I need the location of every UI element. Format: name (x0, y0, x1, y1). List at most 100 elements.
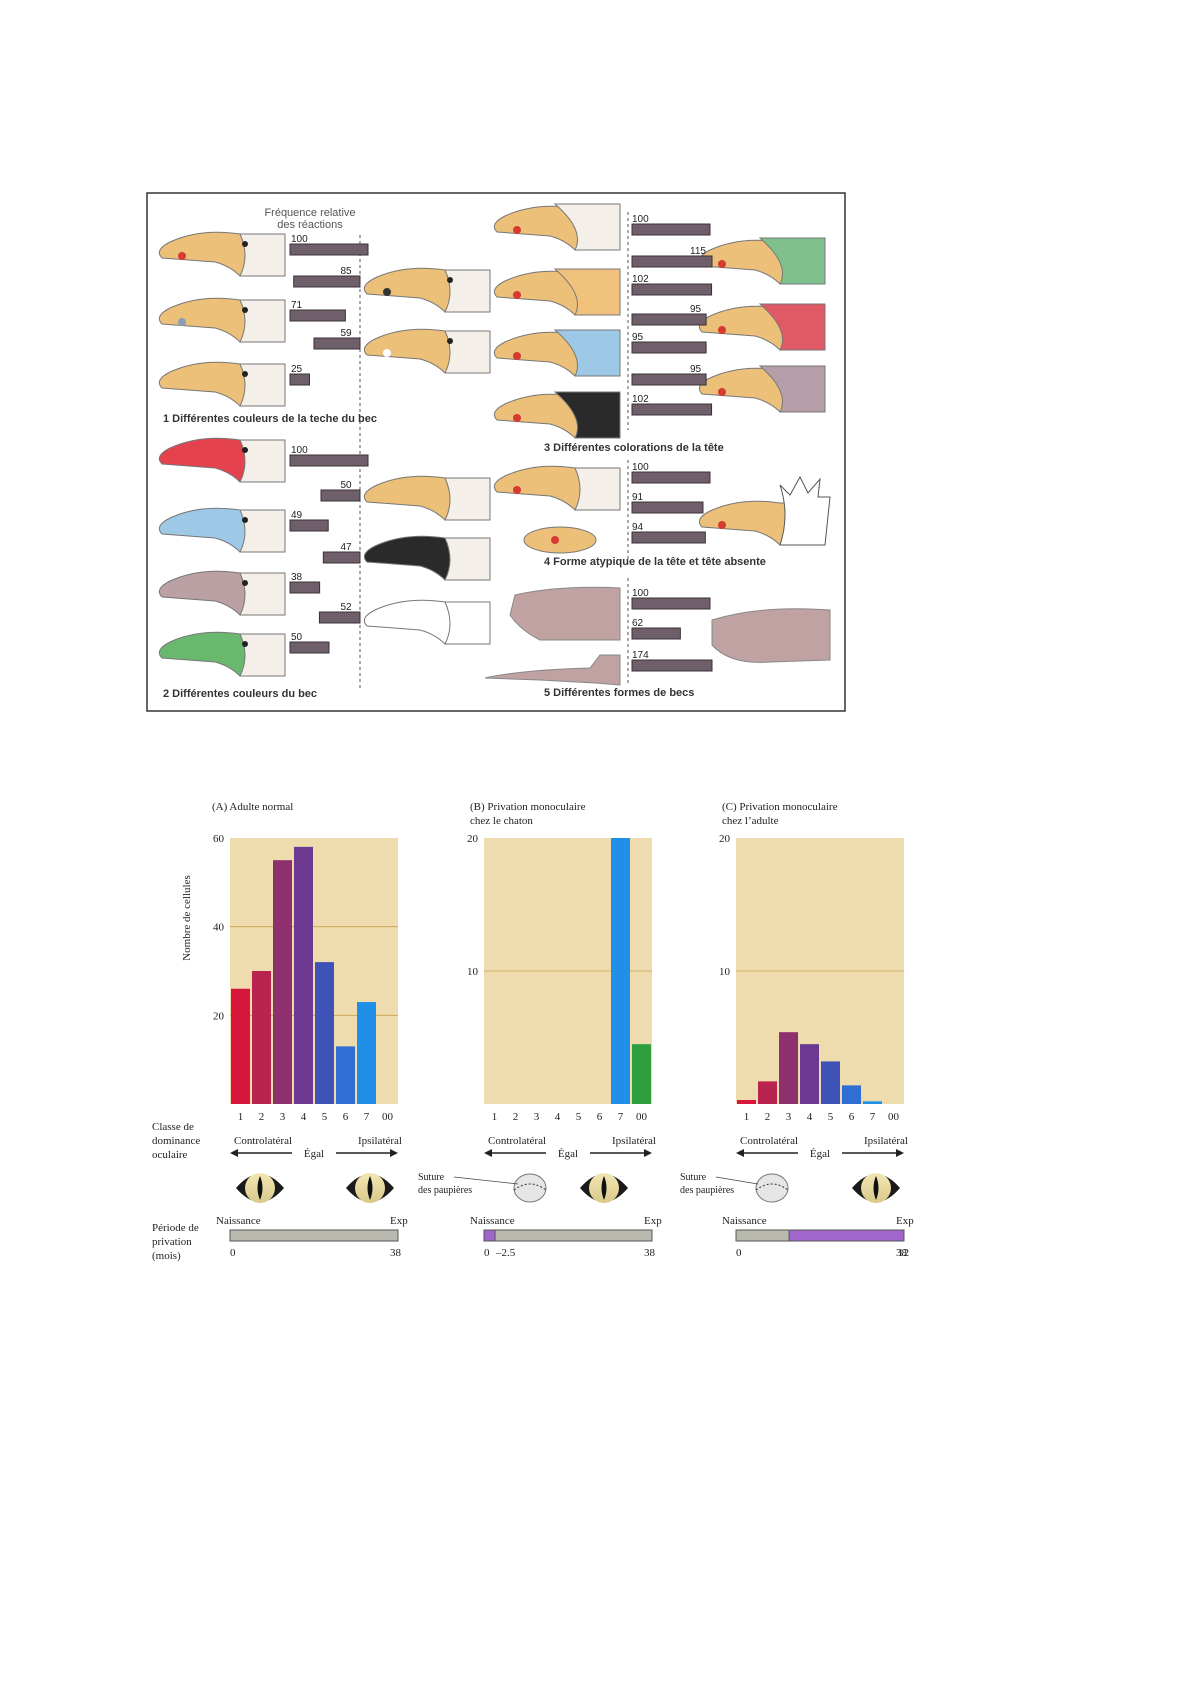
bar (842, 1085, 861, 1104)
row-labels: Classe de dominance oculaire Période de … (152, 1121, 200, 1262)
deprivation-period (788, 1229, 905, 1242)
open-eye-icon (580, 1173, 628, 1203)
y-tick-label: 60 (213, 833, 225, 845)
x-tick-label: 1 (744, 1111, 750, 1123)
x-tick-label: 4 (555, 1111, 561, 1123)
frequency-value: 25 (291, 364, 303, 375)
bar (758, 1081, 777, 1104)
left-arrowhead (484, 1149, 492, 1157)
period-label-line1: Période de (152, 1222, 199, 1234)
x-tick-label: 2 (259, 1111, 265, 1123)
frequency-bar (631, 659, 713, 672)
suture-label-line1: Suture (680, 1172, 707, 1183)
figure1-bars: 100 85 71 59 25 100 50 49 47 38 52 50 100 115 102 95 95 9… (289, 214, 713, 672)
timeline-bar (229, 1229, 399, 1242)
x-tick-label: 6 (343, 1111, 349, 1123)
frequency-value: 100 (632, 588, 649, 599)
frequency-value: 115 (690, 246, 706, 257)
bar (800, 1044, 819, 1104)
y-tick-label: 10 (719, 966, 731, 978)
frequency-bar (631, 313, 707, 326)
panel1-heads (158, 231, 491, 407)
ipsilateral-label: Ipsilatéral (864, 1135, 908, 1147)
x-tick-label: 6 (597, 1111, 603, 1123)
frequency-value: 71 (291, 300, 303, 311)
x-tick-label: 7 (870, 1111, 876, 1123)
panel4-heads (493, 465, 831, 554)
timeline-start-label: Naissance (470, 1215, 515, 1227)
panel2-caption: 2 Différentes couleurs du bec (163, 688, 317, 700)
timeline-end-label: Exp (896, 1215, 914, 1227)
y-axis-title: Nombre de cellules (181, 875, 193, 961)
right-arrowhead (896, 1149, 904, 1157)
x-tick-label: 6 (849, 1111, 855, 1123)
timeline-start-value: 0 (484, 1247, 490, 1259)
frequency-bar (318, 611, 361, 624)
frequency-value: 94 (632, 522, 644, 533)
panel3-caption: 3 Différentes colorations de la tête (544, 442, 724, 454)
bar (821, 1061, 840, 1104)
frequency-value: 49 (291, 510, 303, 521)
y-tick-label: 20 (213, 1010, 225, 1022)
dominance-label-line3: oculaire (152, 1149, 188, 1161)
frequency-bar (289, 581, 321, 594)
frequency-bar (631, 373, 707, 386)
timeline-mid-value: –2.5 (495, 1247, 516, 1259)
bar (863, 1101, 882, 1104)
frequency-value: 52 (340, 602, 352, 613)
panel5-caption: 5 Différentes formes de becs (544, 687, 694, 699)
frequency-bar (313, 337, 361, 350)
panel4-caption: 4 Forme atypique de la tête et tête abse… (544, 556, 766, 568)
frequency-bar (631, 597, 711, 610)
panel3-heads (493, 203, 826, 439)
open-eye-icon (346, 1173, 394, 1203)
equal-label: Égal (558, 1148, 578, 1160)
frequency-value: 85 (340, 266, 352, 277)
panel2-heads (158, 437, 491, 677)
x-tick-label: 5 (576, 1111, 582, 1123)
x-tick-label: 1 (492, 1111, 498, 1123)
frequency-bar (631, 501, 704, 514)
bar (632, 1044, 651, 1104)
period-label-line3: (mois) (152, 1250, 181, 1262)
y-tick-label: 10 (467, 966, 479, 978)
panel-b: (B) Privation monoculaire chez le chaton 1… (418, 801, 662, 1259)
equal-label: Égal (304, 1148, 324, 1160)
frequency-bar (320, 489, 361, 502)
frequency-bar (631, 341, 707, 354)
bar (336, 1046, 355, 1104)
timeline-mid-value: 12 (898, 1247, 909, 1259)
sutured-eye-icon (755, 1173, 789, 1203)
frequency-value: 50 (340, 480, 352, 491)
frequency-header-line1: Fréquence relative (264, 207, 355, 219)
bar (273, 860, 292, 1104)
frequency-value: 100 (632, 462, 649, 473)
frequency-bar (631, 223, 711, 236)
timeline-end-value: 38 (644, 1247, 656, 1259)
panel-title: chez l’adulte (722, 815, 779, 827)
bar (231, 988, 250, 1104)
frequency-bar (631, 403, 713, 416)
x-tick-label: 2 (513, 1111, 519, 1123)
figure-ocular-dominance: Classe de dominance oculaire Période de … (152, 801, 914, 1262)
frequency-value: 47 (340, 542, 352, 553)
timeline-end-value: 38 (390, 1247, 402, 1259)
left-arrowhead (736, 1149, 744, 1157)
bar (252, 971, 271, 1104)
timeline-end-label: Exp (644, 1215, 662, 1227)
suture-label-line2: des paupières (418, 1185, 472, 1196)
suture-pointer (453, 1176, 519, 1185)
frequency-bar (289, 373, 310, 386)
timeline-end-label: Exp (390, 1215, 408, 1227)
y-tick-label: 40 (213, 922, 225, 934)
frequency-value: 95 (632, 332, 644, 343)
frequency-value: 95 (690, 304, 702, 315)
frequency-bar (631, 627, 681, 640)
timeline-start-label: Naissance (722, 1215, 767, 1227)
frequency-value: 100 (632, 214, 649, 225)
frequency-bar (289, 641, 330, 654)
open-eye-icon (852, 1173, 900, 1203)
frequency-bar (289, 519, 329, 532)
right-arrowhead (644, 1149, 652, 1157)
